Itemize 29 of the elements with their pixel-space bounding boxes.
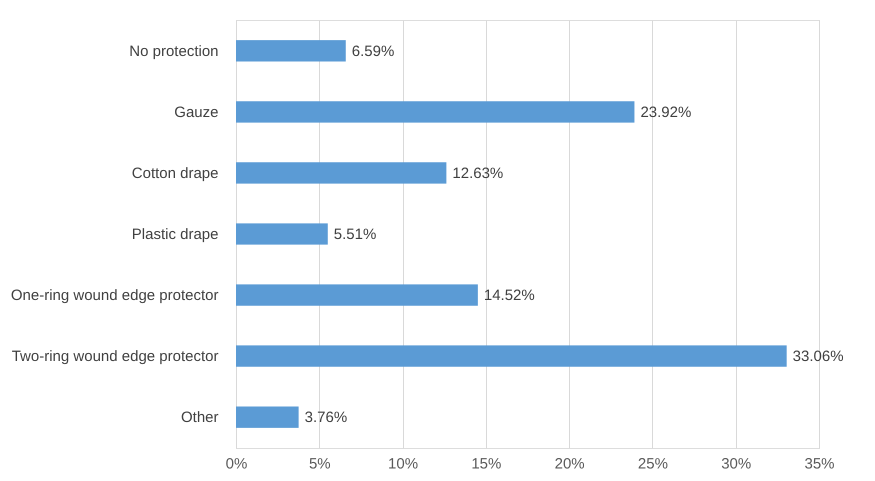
bar: [236, 284, 478, 306]
x-tick-label: 20%: [554, 456, 585, 472]
bar: [236, 101, 634, 123]
bar: [236, 40, 346, 62]
bar: [236, 223, 328, 245]
bar: [236, 345, 787, 367]
y-tick-label: Cotton drape: [132, 164, 218, 182]
data-label: 12.63%: [452, 164, 504, 182]
data-label: 3.76%: [304, 409, 348, 426]
y-tick-label: Plastic drape: [132, 226, 218, 243]
data-label: 5.51%: [334, 226, 376, 243]
y-tick-label: One-ring wound edge protector: [10, 287, 218, 304]
x-tick-label: 25%: [638, 456, 668, 472]
data-label: 6.59%: [352, 42, 394, 60]
x-tick-label: 5%: [308, 456, 331, 472]
x-tick-label: 10%: [388, 456, 418, 472]
y-tick-label: No protection: [129, 42, 218, 60]
y-tick-label: Gauze: [174, 104, 218, 121]
x-tick-label: 30%: [721, 456, 752, 472]
data-label: 23.92%: [640, 104, 692, 121]
data-label: 33.06%: [792, 348, 844, 366]
data-label: 14.52%: [484, 287, 535, 304]
x-tick-label: 0%: [226, 456, 248, 472]
y-tick-label: Two-ring wound edge protector: [12, 348, 218, 366]
y-tick-label: Other: [180, 409, 219, 426]
bar: [236, 406, 299, 428]
x-tick-label: 35%: [804, 456, 835, 472]
bar: [236, 162, 446, 184]
x-tick-label: 15%: [471, 456, 502, 472]
